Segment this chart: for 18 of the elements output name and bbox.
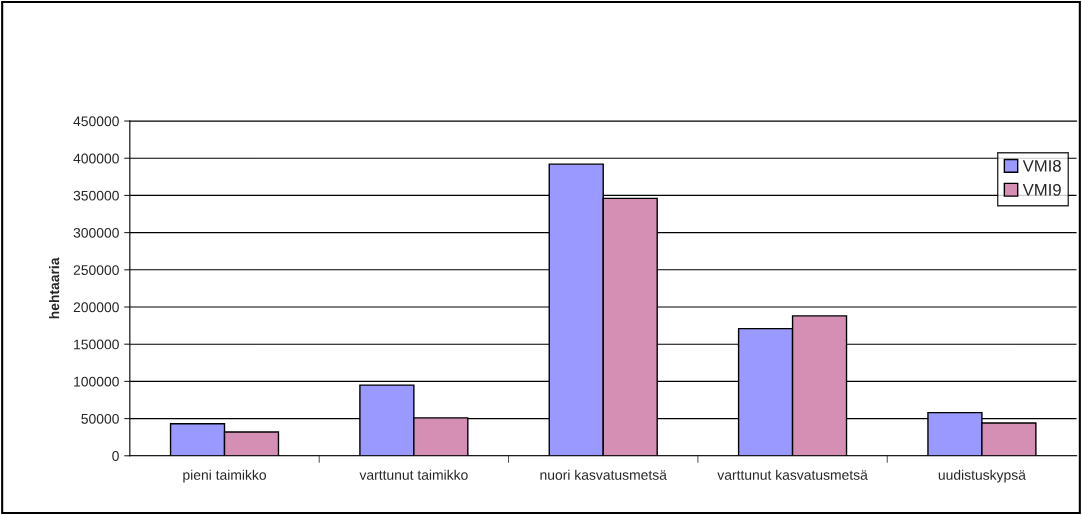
- y-axis-title: hehtaaria: [49, 257, 60, 319]
- x-tick-label: uudistuskypsä: [938, 469, 1026, 483]
- y-tick-label: 0: [112, 451, 119, 461]
- legend-label: VMI8: [1022, 159, 1061, 172]
- legend-label: VMI9: [1022, 183, 1061, 196]
- y-tick-label: 300000: [73, 227, 119, 238]
- x-tick-label: varttunut kasvatusmetsä: [717, 469, 868, 480]
- y-tick-label: 150000: [74, 339, 119, 350]
- x-tick-label: nuori kasvatusmetsä: [540, 469, 667, 480]
- y-tick-label: 400000: [73, 153, 119, 164]
- y-tick-label: 200000: [73, 302, 119, 313]
- y-tick-label: 100000: [74, 376, 119, 387]
- y-tick-label: 350000: [73, 190, 119, 201]
- y-tick-label: 450000: [73, 116, 119, 127]
- y-tick-label: 250000: [73, 265, 119, 275]
- x-tick-label: varttunut taimikko: [359, 469, 468, 480]
- y-tick-label: 50000: [81, 413, 119, 424]
- x-tick-label: pieni taimikko: [183, 469, 266, 483]
